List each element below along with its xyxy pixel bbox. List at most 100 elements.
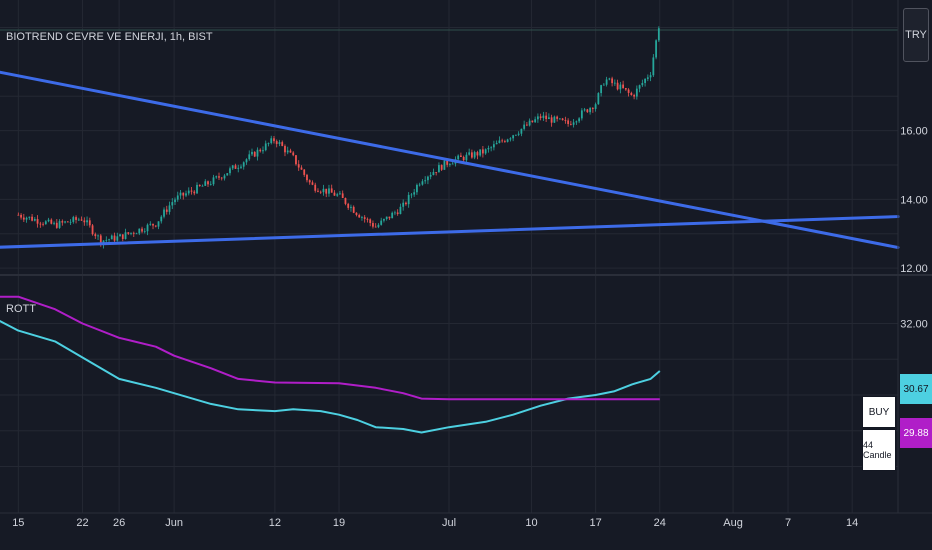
candle-body xyxy=(72,217,75,222)
candle-body xyxy=(286,150,289,153)
candle-body xyxy=(187,190,190,194)
candle-body xyxy=(350,206,352,208)
candle-body xyxy=(435,172,438,173)
candle-body xyxy=(347,203,350,208)
candle-body xyxy=(127,232,130,234)
candle-body xyxy=(542,115,545,118)
x-tick-label: Jul xyxy=(442,517,456,529)
candle-body xyxy=(86,220,88,223)
candle-body xyxy=(55,222,58,228)
candle-body xyxy=(438,165,440,173)
candle-body xyxy=(605,79,608,85)
candle-body xyxy=(251,151,253,155)
x-tick-label: 24 xyxy=(654,517,666,529)
candle-body xyxy=(303,169,306,175)
candle-body xyxy=(44,221,47,225)
candle-body xyxy=(157,221,160,227)
candle-body xyxy=(512,135,515,139)
candle-body xyxy=(190,190,193,192)
candle-body xyxy=(113,235,116,241)
trendline-ascending[interactable] xyxy=(0,215,900,249)
candle-body xyxy=(143,231,146,233)
candle-body xyxy=(363,217,366,219)
candle-body xyxy=(460,155,462,157)
chart-title: BIOTREND CEVRE VE ENERJI, 1h, BIST xyxy=(6,31,213,43)
candle-body xyxy=(622,84,625,89)
candle-body xyxy=(262,150,264,152)
candle-body xyxy=(539,116,542,118)
x-tick-label: 7 xyxy=(785,517,791,529)
candle-body xyxy=(432,172,435,175)
candle-body xyxy=(355,212,358,215)
grid xyxy=(0,0,898,513)
currency-button[interactable]: TRY xyxy=(903,8,929,62)
candle-body xyxy=(163,209,165,217)
candle-body xyxy=(490,147,493,149)
candle-body xyxy=(591,108,594,109)
candle-body xyxy=(273,138,275,142)
candle-body xyxy=(31,216,33,221)
candle-body xyxy=(193,191,196,194)
candle-body xyxy=(602,84,605,86)
candle-body xyxy=(69,221,72,223)
indicator-title[interactable]: ROTT xyxy=(6,303,36,315)
candle-body xyxy=(141,228,143,232)
trendline-descending[interactable] xyxy=(0,70,900,249)
candle-body xyxy=(586,109,589,113)
candle-body xyxy=(487,147,490,150)
candle-body xyxy=(449,164,451,165)
candle-body xyxy=(580,110,583,119)
candle-body xyxy=(451,163,454,165)
candle-body xyxy=(336,194,339,196)
candle-body xyxy=(569,123,572,125)
candle-body xyxy=(267,143,270,144)
candle-body xyxy=(550,117,553,123)
candle-body xyxy=(520,128,523,134)
candle-body xyxy=(473,152,476,158)
cyan-value-tag: 30.67 xyxy=(900,374,932,404)
candle-body xyxy=(402,202,405,207)
candle-body xyxy=(394,212,396,214)
candle-body xyxy=(468,152,471,155)
candle-body xyxy=(608,78,611,80)
candle-body xyxy=(339,193,341,195)
candle-body xyxy=(179,192,182,196)
candle-body xyxy=(248,154,251,160)
candle-body xyxy=(322,188,325,193)
candle-body xyxy=(657,28,660,41)
candle-body xyxy=(182,192,185,196)
candle-body xyxy=(493,144,495,148)
axis-ticks: 15 22 26 Jun 12 19 Jul 10 17 24 Aug 7 14 12.00 14.00 16… xyxy=(12,126,928,529)
candle-body xyxy=(66,221,69,223)
indicator-lines xyxy=(0,295,661,434)
candle-body xyxy=(572,122,575,125)
candle-body xyxy=(231,165,234,169)
candle-body xyxy=(427,176,429,181)
candle-body xyxy=(418,184,421,186)
candles xyxy=(17,26,660,249)
candle-body xyxy=(407,194,410,205)
price-tick-label: 12.00 xyxy=(900,263,928,275)
candle-body xyxy=(146,224,149,232)
candle-body xyxy=(308,180,311,183)
candle-body xyxy=(58,221,61,228)
candle-body xyxy=(377,224,380,228)
candle-body xyxy=(300,167,303,170)
candle-body xyxy=(429,174,432,177)
candle-body xyxy=(531,120,534,123)
candle-body xyxy=(61,221,64,223)
candle-body xyxy=(633,95,635,97)
candle-body xyxy=(655,40,657,58)
candle-body xyxy=(498,140,501,143)
x-tick-label: Jun xyxy=(165,517,183,529)
x-tick-label: Aug xyxy=(723,517,743,529)
candle-body xyxy=(624,88,627,90)
candle-body xyxy=(198,184,201,187)
candle-body xyxy=(383,218,385,221)
candle-body xyxy=(110,235,113,240)
candle-body xyxy=(234,165,237,169)
candle-body xyxy=(17,214,20,216)
candle-body xyxy=(465,154,468,161)
candle-body xyxy=(253,151,256,157)
candle-body xyxy=(396,212,399,215)
